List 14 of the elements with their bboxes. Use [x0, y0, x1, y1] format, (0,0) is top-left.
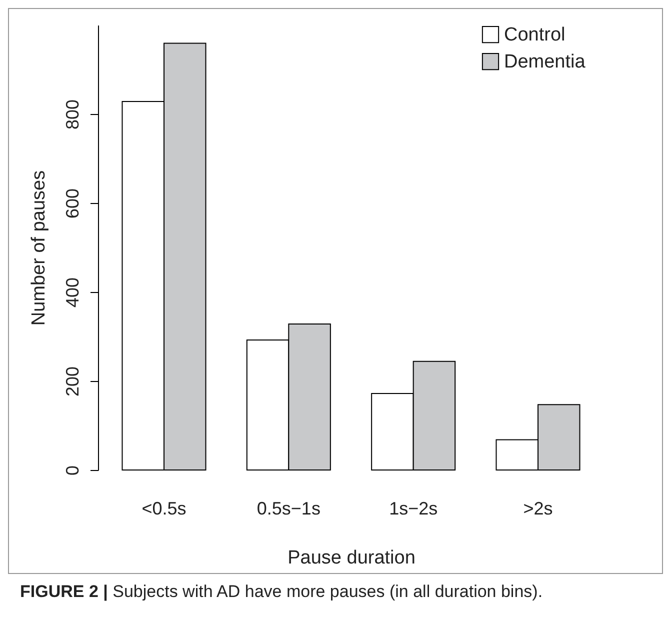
y-axis-title: Number of pauses — [28, 170, 50, 326]
legend-label: Control — [504, 24, 566, 46]
y-tick-label: 400 — [62, 277, 82, 308]
x-axis-title: Pause duration — [288, 548, 416, 568]
x-tick-label: >2s — [523, 498, 553, 518]
caption: FIGURE 2 | Subjects with AD have more pauses (in all duration bins). — [20, 582, 543, 602]
y-tick-label: 600 — [62, 188, 82, 219]
y-tick-label: 200 — [62, 366, 82, 397]
x-tick-label: 1s−2s — [389, 498, 438, 518]
legend-label: Dementia — [504, 52, 586, 72]
x-tick-label: <0.5s — [142, 498, 186, 518]
y-tick-label: 0 — [62, 465, 82, 476]
x-tick-label: 0.5s−1s — [256, 498, 320, 518]
y-tick-label: 800 — [62, 99, 82, 130]
